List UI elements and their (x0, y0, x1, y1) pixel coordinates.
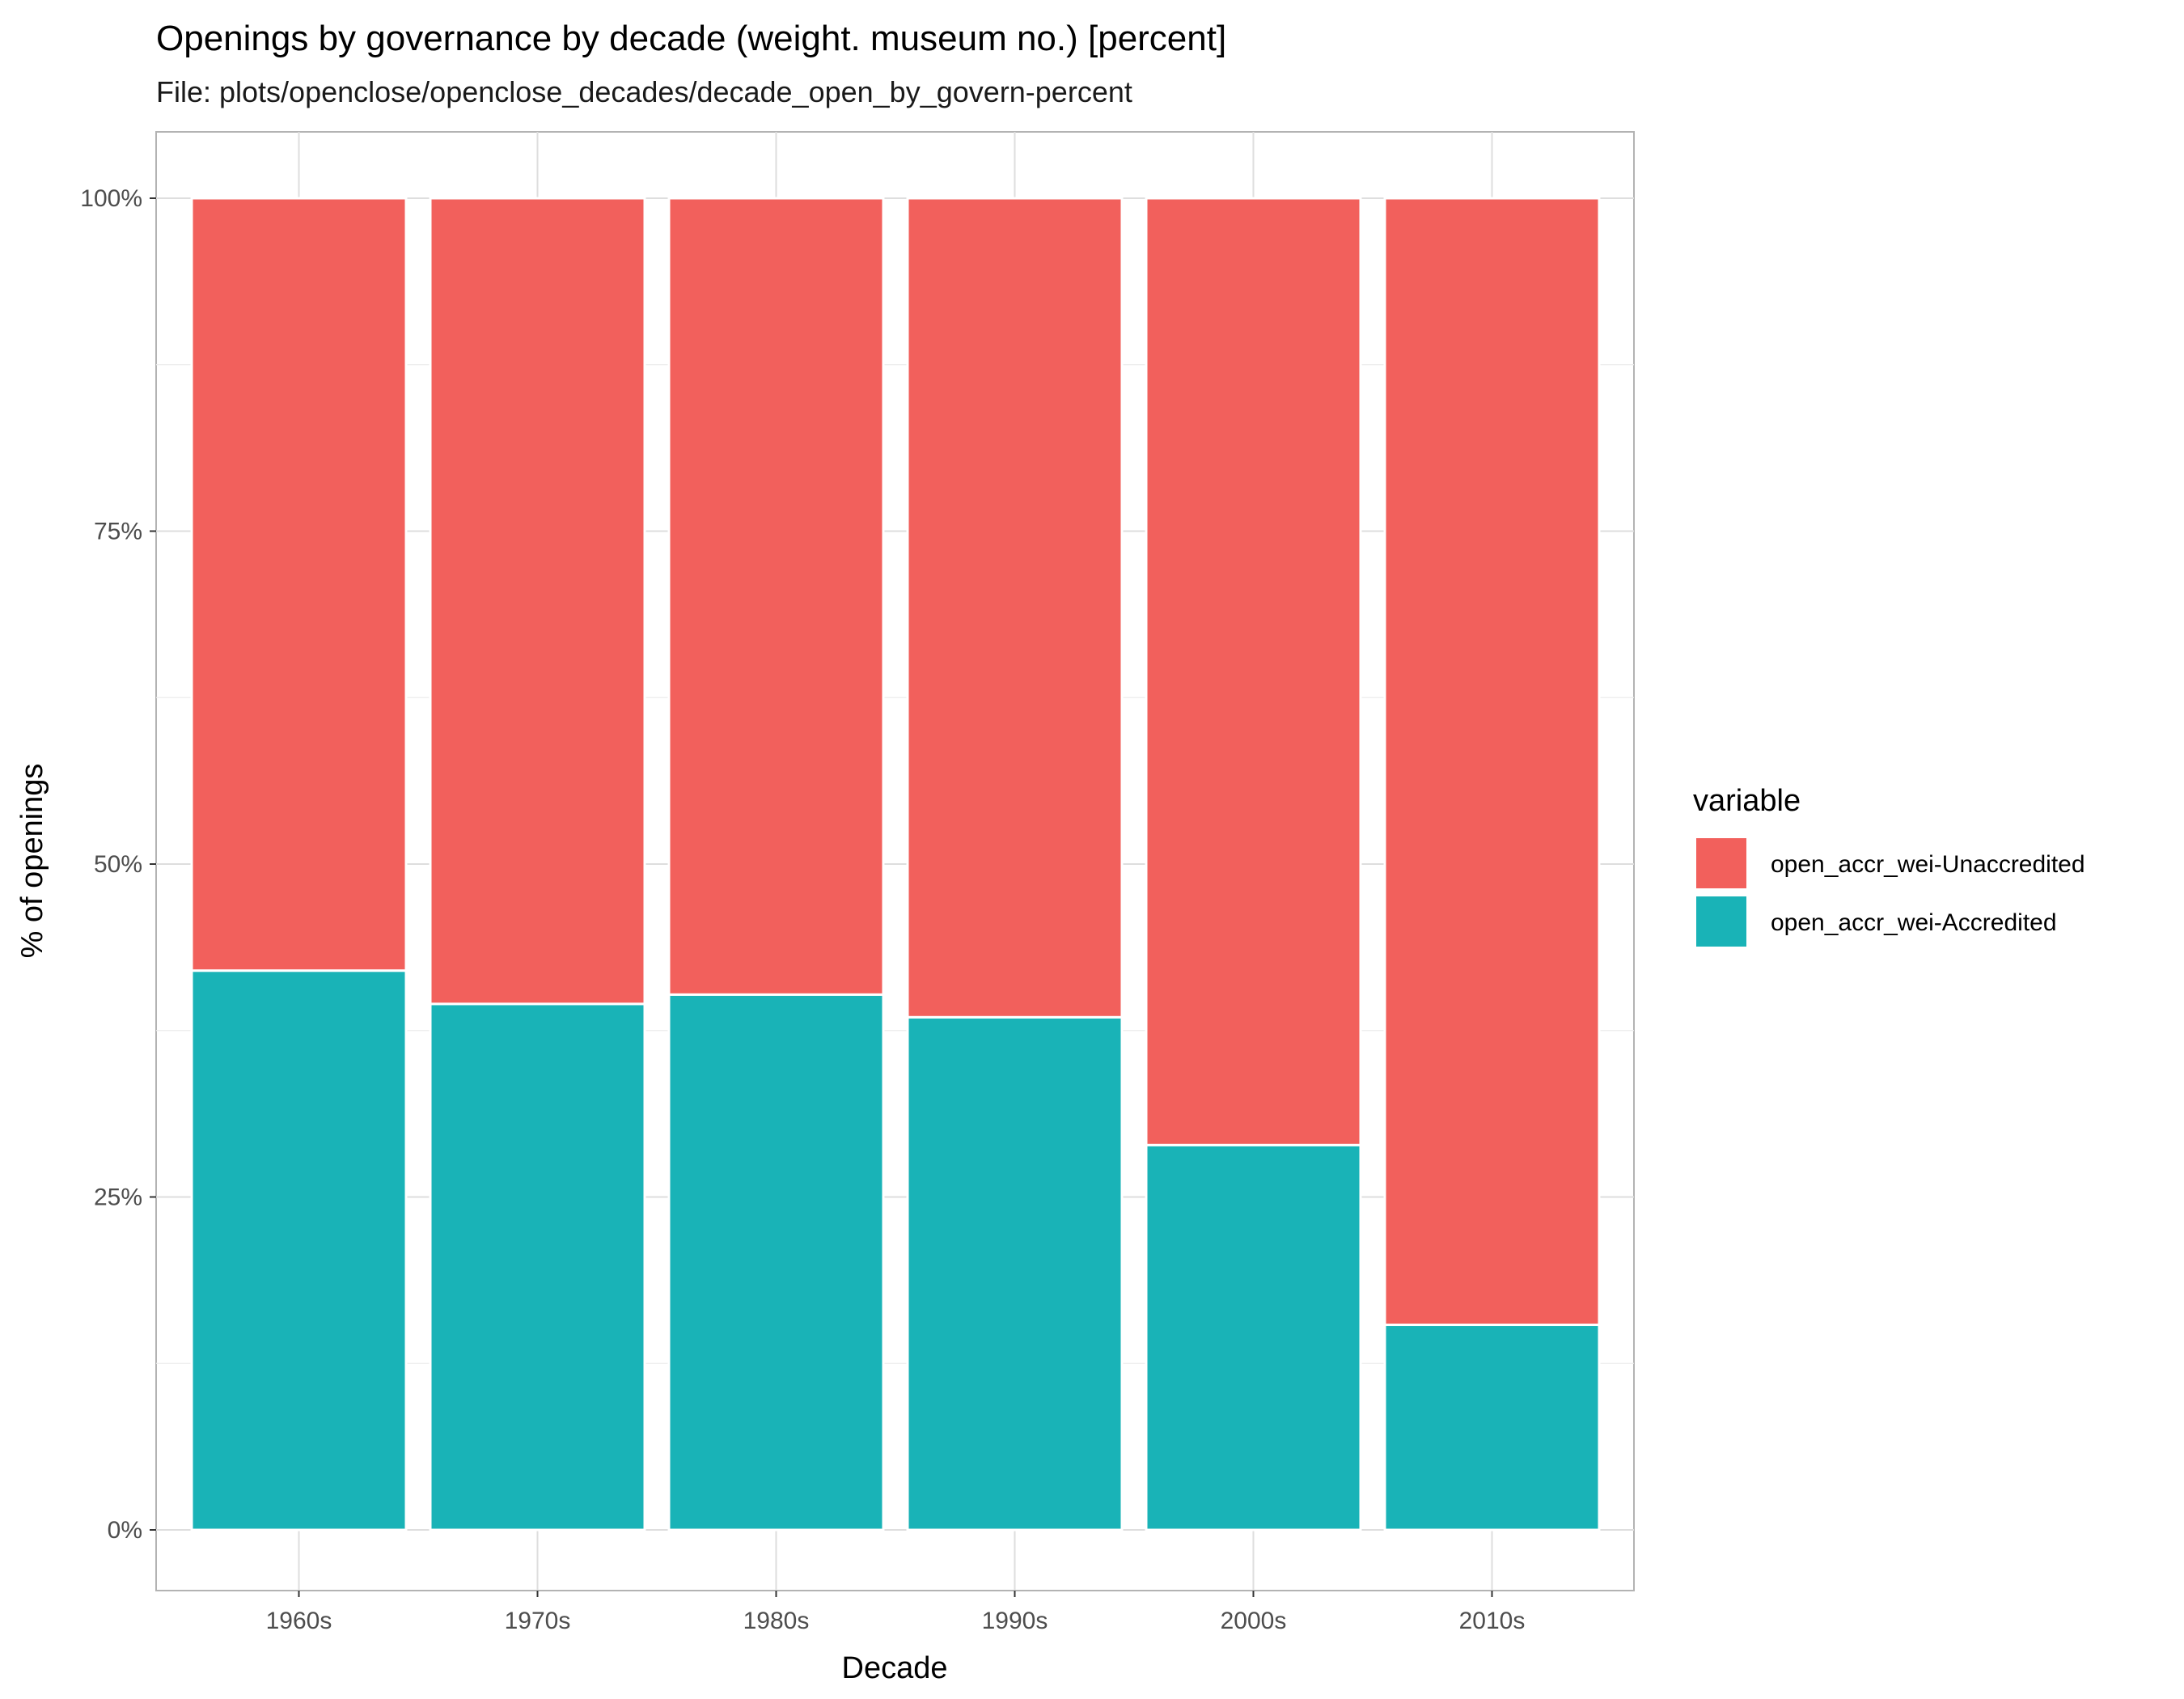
y-axis: 0% 25% 50% 75% 100% (80, 185, 156, 1544)
bar-segment (190, 969, 408, 1532)
x-axis-title: Decade (842, 1651, 948, 1685)
bar-segment (1383, 1324, 1601, 1532)
x-tick-label: 2000s (1221, 1608, 1287, 1634)
y-tick-label: 100% (80, 185, 142, 212)
legend-key (1696, 838, 1746, 888)
x-tick-label: 1990s (982, 1608, 1048, 1634)
bar-segment (429, 1002, 646, 1532)
x-tick-label: 1970s (505, 1608, 571, 1634)
y-tick-label: 25% (94, 1184, 142, 1211)
legend-label: open_accr_wei-Accredited (1771, 909, 2057, 936)
chart-title: Openings by governance by decade (weight… (156, 19, 1226, 58)
legend: variable open_accr_wei-Unaccredited open_… (1693, 784, 2085, 947)
legend-title: variable (1693, 784, 1801, 818)
x-tick-label: 2010s (1459, 1608, 1526, 1634)
bar-segment (1383, 197, 1601, 1327)
bar-segment (190, 197, 408, 972)
y-tick-label: 50% (94, 851, 142, 878)
bar-segment (906, 1015, 1124, 1532)
bar-segment (1145, 1143, 1362, 1532)
x-tick-label: 1980s (743, 1608, 810, 1634)
chart-subtitle: File: plots/openclose/openclose_decades/… (156, 75, 1132, 108)
legend-label: open_accr_wei-Unaccredited (1771, 851, 2085, 878)
bar-segment (1145, 197, 1362, 1146)
bar-segment (906, 197, 1124, 1019)
bar-segment (667, 197, 885, 996)
bar-segment (667, 993, 885, 1532)
y-axis-title: % of openings (15, 764, 49, 959)
legend-key (1696, 896, 1746, 947)
y-tick-label: 0% (108, 1517, 142, 1544)
bar-segment (429, 197, 646, 1006)
x-tick-label: 1960s (266, 1608, 332, 1634)
x-axis: 1960s 1970s 1980s 1990s 2000s 2010s (266, 1591, 1526, 1634)
y-tick-label: 75% (94, 519, 142, 545)
bars (190, 197, 1601, 1532)
